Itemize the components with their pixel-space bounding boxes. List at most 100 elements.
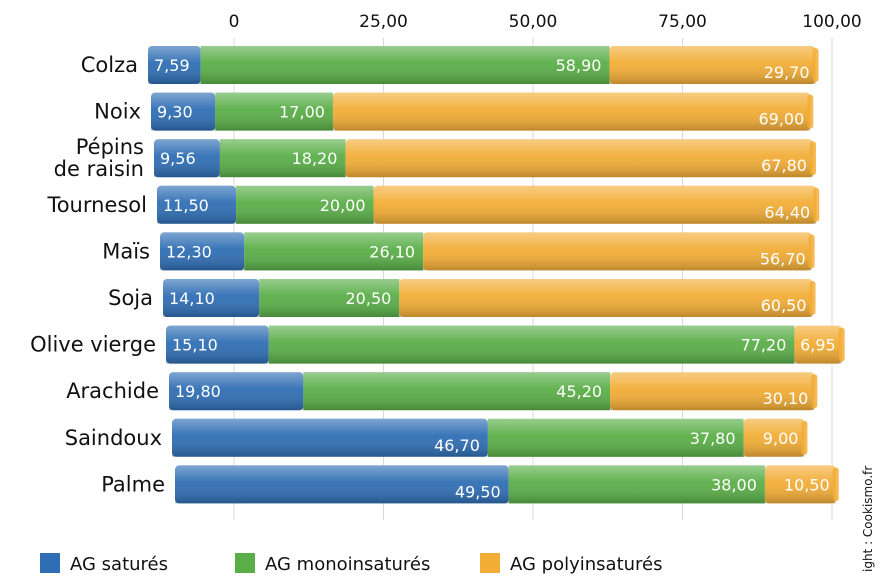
data-label: 58,90 [556, 56, 602, 75]
bar-end-cap [807, 94, 814, 129]
bar-segment-shading [175, 465, 509, 504]
data-label: 45,20 [556, 382, 602, 401]
data-label: 9,30 [157, 103, 193, 122]
bar-end-cap [801, 420, 808, 455]
x-tick-label: 25,00 [359, 12, 408, 32]
bar-segment-shading [151, 92, 216, 131]
bar-segment-shading [169, 372, 304, 411]
data-label: 60,50 [761, 296, 807, 315]
data-label: 18,20 [292, 149, 338, 168]
data-label: 30,10 [763, 389, 809, 408]
bar-segment-shading [200, 46, 610, 84]
data-label: 17,00 [279, 103, 325, 122]
data-label: 9,00 [763, 429, 799, 448]
bar-row: 19,80 45,20 30,10 [169, 372, 818, 411]
category-label: Pépins de raisin [54, 135, 144, 181]
bar-segment-shading [508, 465, 765, 504]
data-label: 77,20 [741, 336, 787, 355]
data-label: 20,50 [346, 289, 392, 308]
bar-segment-shading [172, 418, 488, 457]
data-label: 10,50 [784, 475, 830, 494]
data-label: 11,50 [163, 196, 209, 215]
data-label: 26,10 [369, 242, 415, 261]
category-label: Colza [81, 53, 138, 77]
bar-row: 49,50 38,00 10,50 [175, 465, 839, 504]
category-label: Olive vierge [30, 333, 156, 357]
data-label: 19,80 [175, 382, 221, 401]
bar-segment-shading [259, 279, 400, 317]
data-label: 29,70 [764, 63, 810, 82]
bar-segment-shading [794, 325, 842, 364]
data-label: 12,30 [166, 242, 212, 261]
bar-row: 46,70 37,80 9,00 [172, 418, 808, 457]
bar-segment-shading [303, 372, 611, 411]
bar-row: 12,30 26,10 56,70 [160, 232, 815, 271]
x-tick-label: 0 [229, 12, 240, 32]
legend-swatch [40, 553, 60, 573]
data-label: 56,70 [760, 249, 806, 268]
bar-row: 9,56 18,20 67,80 [154, 139, 816, 178]
data-label: 7,59 [154, 56, 190, 75]
data-label: 46,70 [434, 436, 480, 455]
x-tick-label: 100,00 [802, 12, 861, 32]
legend-swatch [480, 553, 500, 573]
credit-label: ight : Cookismo.fr [861, 466, 875, 572]
bar-segment-shading [399, 279, 813, 317]
data-label: 15,10 [172, 336, 218, 355]
category-label: Noix [94, 100, 141, 124]
bar-segment-shading [487, 418, 744, 457]
bar-segment-shading [609, 46, 816, 84]
category-label: Palme [101, 472, 165, 496]
bar-end-cap [808, 234, 815, 269]
bar-segment-shading [236, 185, 374, 224]
data-label: 14,10 [169, 289, 215, 308]
bar-segment-shading [148, 46, 201, 84]
bar-segment-shading [160, 232, 245, 271]
legend-item: AG polyinsaturés [480, 553, 663, 575]
data-label: 9,56 [160, 149, 196, 168]
bar-segment-shading [163, 279, 260, 317]
category-label: Saindoux [65, 426, 162, 450]
bar-end-cap [809, 281, 816, 315]
bar-end-cap [832, 467, 839, 502]
bar-segment-shading [157, 185, 237, 224]
bar-segment-shading [764, 465, 836, 504]
category-label: Tournesol [46, 193, 147, 217]
bar-segment-shading [423, 232, 812, 271]
data-label: 69,00 [758, 110, 804, 129]
bar-segment-shading [268, 325, 795, 364]
data-label: 6,95 [800, 336, 836, 355]
bar-segment-shading [244, 232, 424, 271]
bar-row: 11,50 20,00 64,40 [157, 185, 820, 224]
bar-segment-shading [154, 139, 220, 178]
bar-end-cap [811, 374, 818, 409]
data-label: 38,00 [711, 475, 757, 494]
legend-label: AG polyinsaturés [510, 554, 663, 575]
bar-row: 15,10 77,20 6,95 [166, 325, 845, 364]
legend-label: AG saturés [70, 554, 168, 575]
legend-swatch [235, 553, 255, 573]
category-label: Arachide [66, 379, 159, 403]
bar-end-cap [812, 48, 819, 82]
bar-segment-shading [743, 418, 805, 457]
category-label: Maïs [102, 239, 150, 263]
data-label: 37,80 [690, 429, 736, 448]
bar-segment-shading [215, 92, 333, 131]
legend-item: AG monoinsaturés [235, 553, 430, 575]
data-label: 20,00 [320, 196, 366, 215]
bar-segment-shading [345, 139, 813, 178]
data-label: 49,50 [455, 482, 501, 501]
bar-row: 14,10 20,50 60,50 [163, 279, 816, 317]
legend-label: AG monoinsaturés [265, 554, 430, 575]
x-tick-label: 75,00 [658, 12, 707, 32]
bar-segment-shading [166, 325, 269, 364]
bar-row: 9,30 17,00 69,00 [151, 92, 814, 131]
bar-segment-shading [373, 185, 817, 224]
bar-end-cap [838, 327, 845, 362]
data-label: 64,40 [764, 203, 810, 222]
bar-end-cap [813, 187, 820, 222]
bar-end-cap [809, 141, 816, 176]
x-tick-label: 50,00 [509, 12, 558, 32]
